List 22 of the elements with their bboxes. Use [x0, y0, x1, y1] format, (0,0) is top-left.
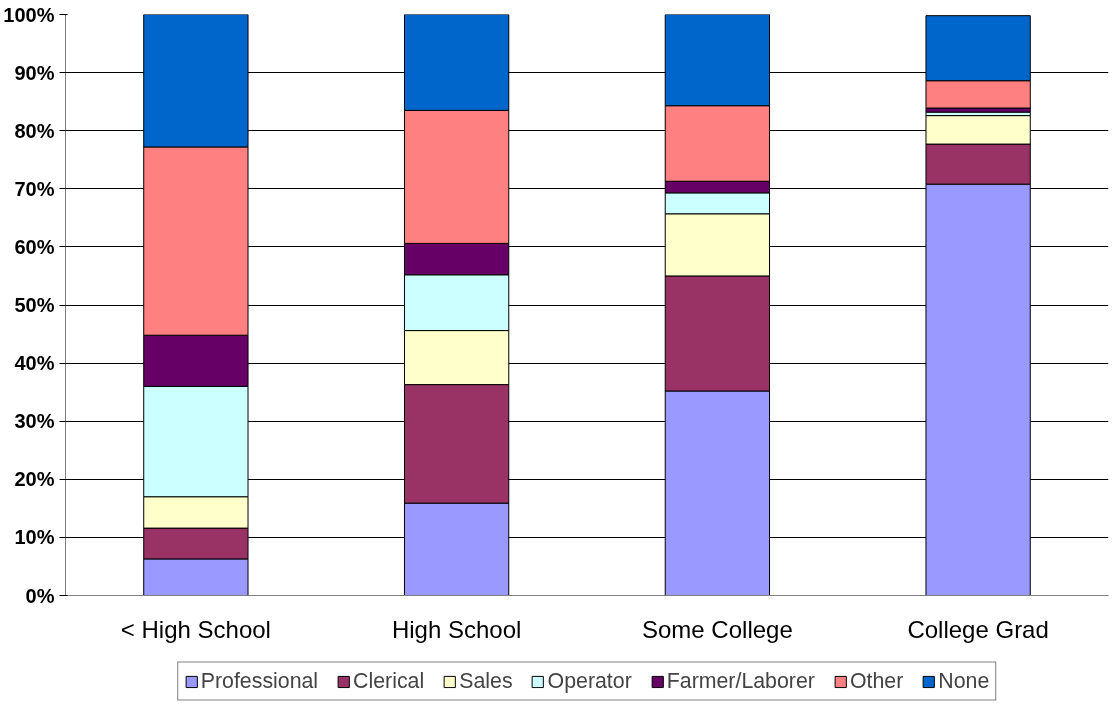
y-tick-label: 70% — [14, 177, 55, 200]
y-tick-label: 60% — [14, 235, 55, 258]
y-tick-label: 30% — [14, 410, 55, 433]
legend-label: Clerical — [353, 668, 425, 694]
legend-label: None — [938, 668, 990, 694]
legend-label: Operator — [547, 668, 632, 694]
y-tick-label: 20% — [14, 468, 55, 491]
x-tick-label: Some College — [642, 615, 793, 643]
y-tick-label: 10% — [14, 526, 55, 549]
y-tick-label: 80% — [14, 119, 55, 142]
y-tick-label: 40% — [14, 352, 55, 375]
x-tick-label: High School — [391, 615, 522, 643]
legend-label: Professional — [200, 668, 319, 694]
x-tick-label: College Grad — [907, 615, 1049, 643]
y-tick-label: 0% — [25, 584, 55, 607]
y-tick-label: 100% — [3, 3, 55, 26]
y-tick-label: 50% — [14, 294, 55, 316]
y-tick-label: 90% — [14, 61, 55, 84]
x-tick-label: < High School — [120, 615, 271, 643]
legend-label: Farmer/Laborer — [666, 668, 815, 694]
legend-label: Sales — [459, 668, 513, 694]
legend-label: Other — [849, 668, 904, 694]
